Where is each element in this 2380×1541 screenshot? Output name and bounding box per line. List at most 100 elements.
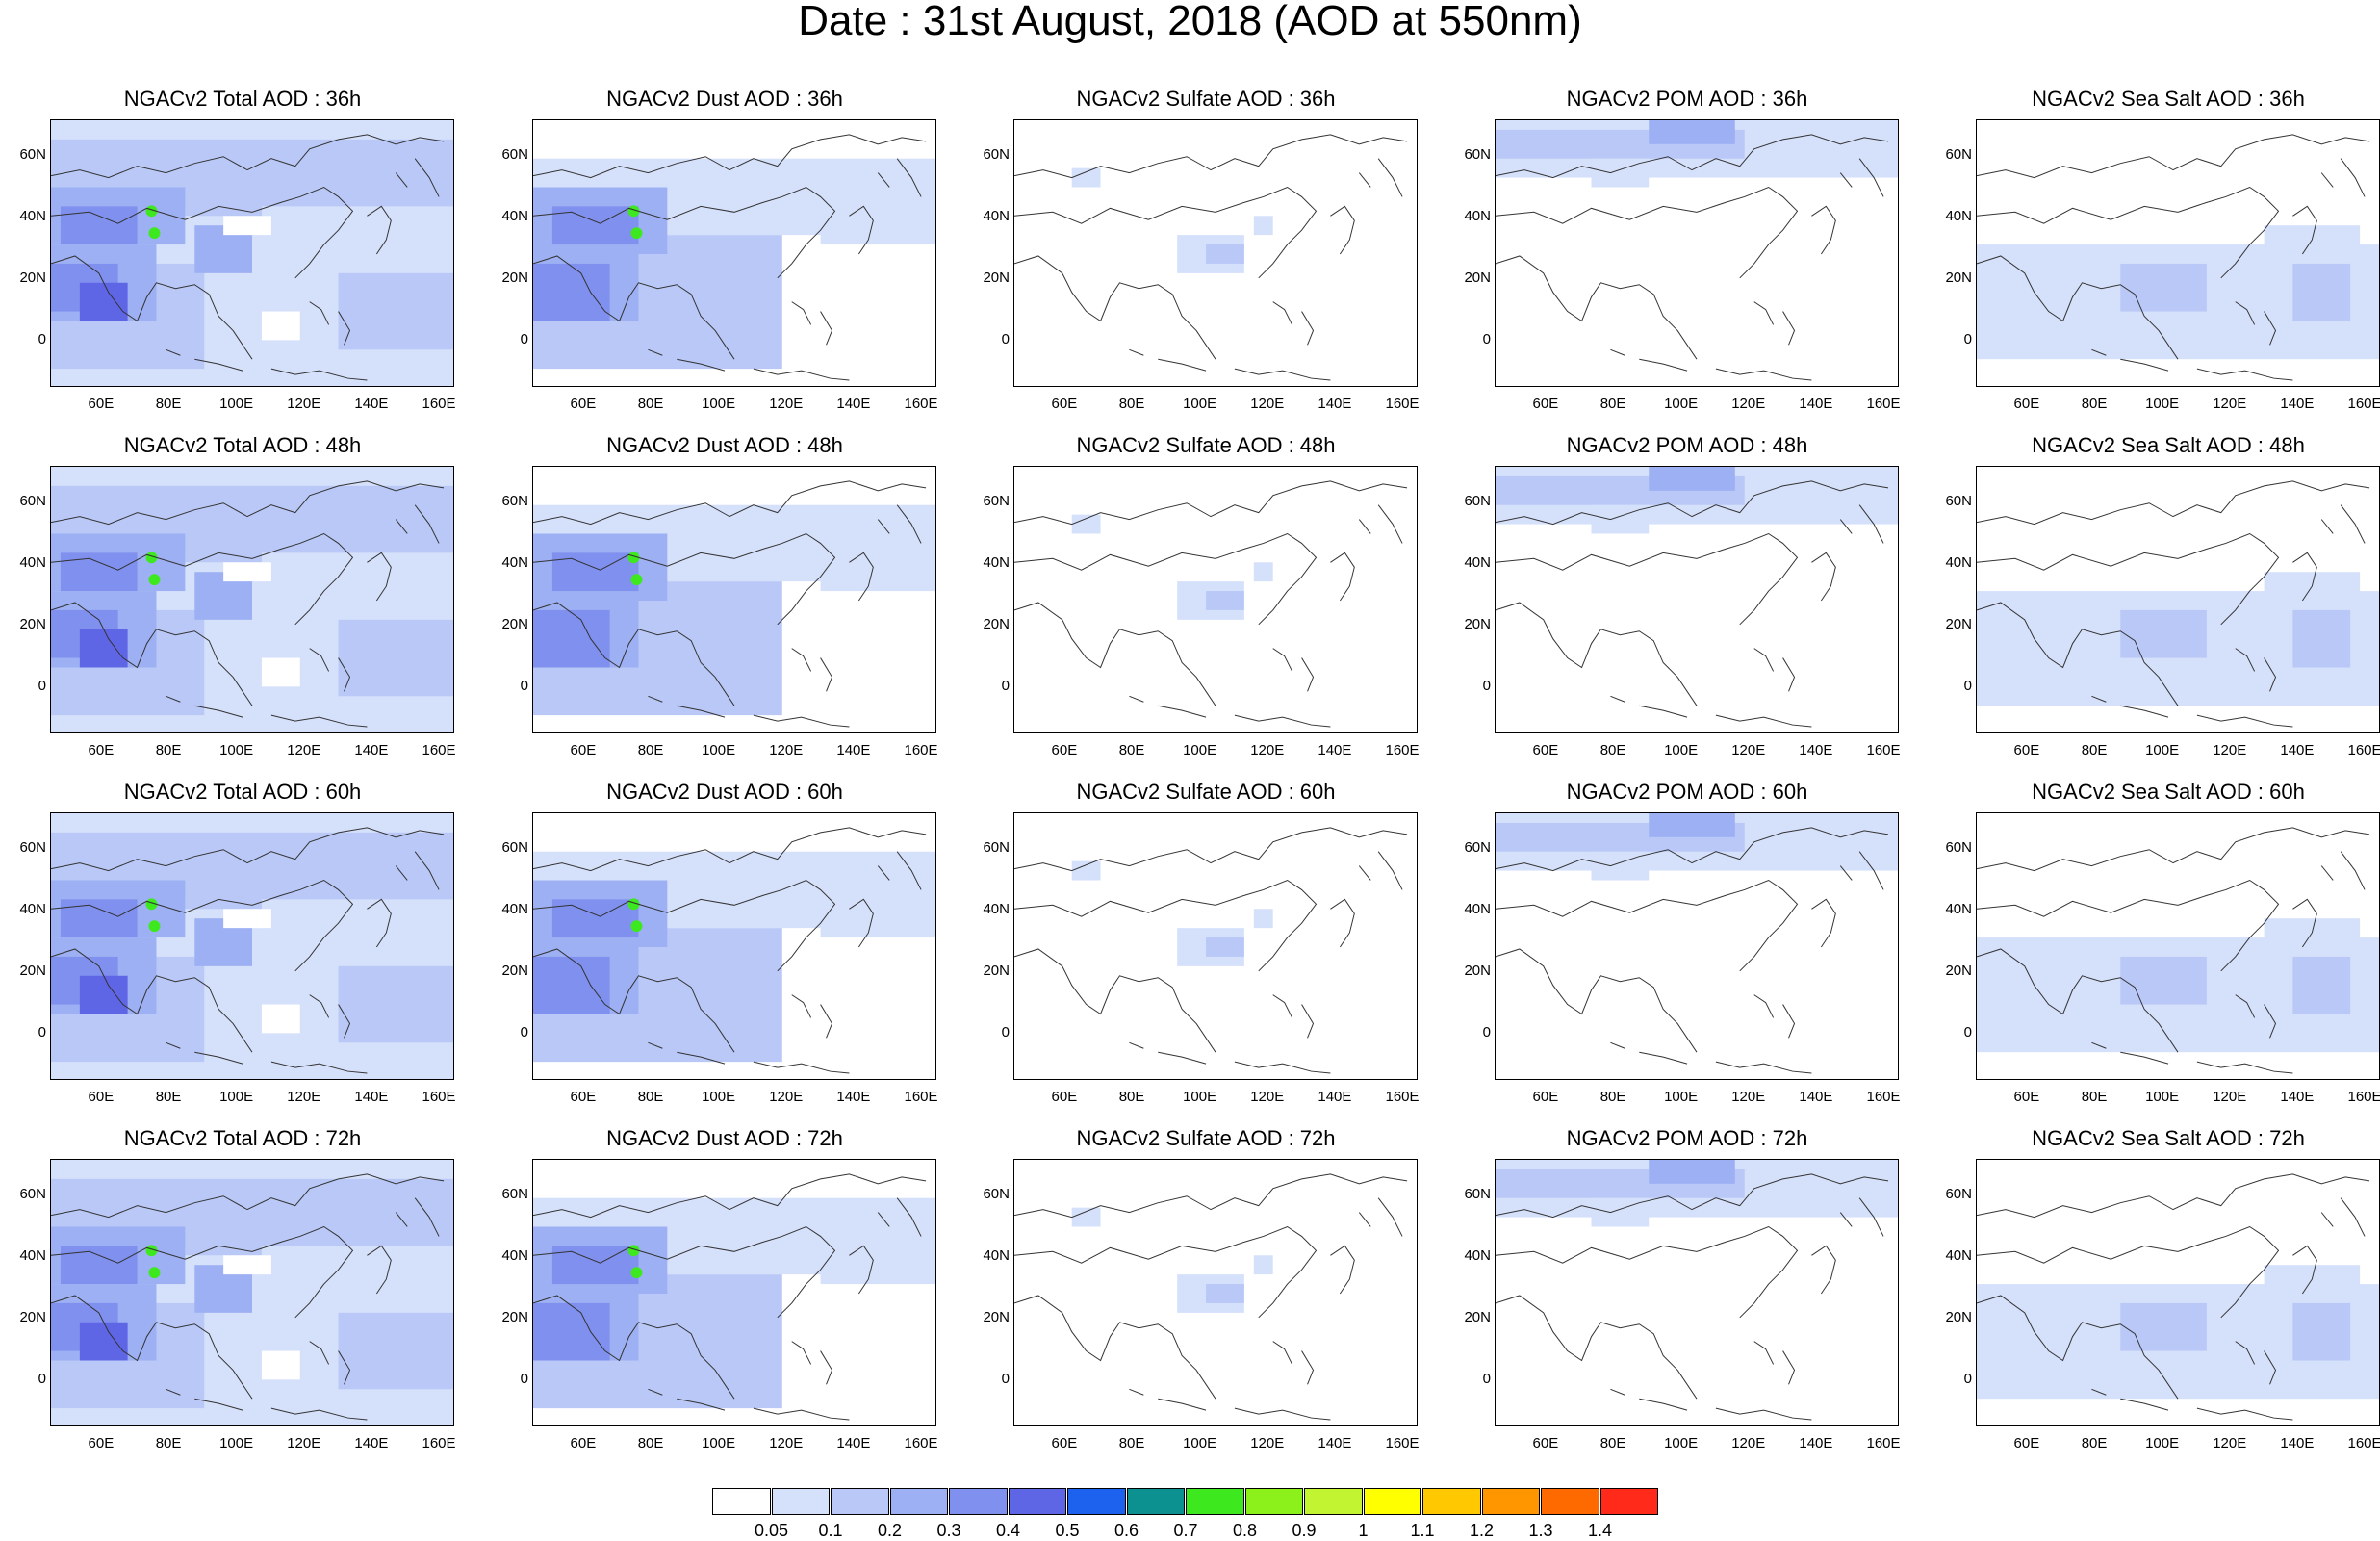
map-panel: NGACv2 Total AOD : 72h 60N 40N 20N 0 60E 80E 10… [12, 1126, 473, 1473]
aod-field [60, 206, 138, 245]
lon-tick-label: 120E [1250, 1089, 1285, 1105]
lat-tick-label: 40N [983, 208, 1010, 225]
lat-tick-label: 20N [983, 1309, 1010, 1326]
lat-tick-label: 20N [1464, 616, 1491, 633]
lon-tick-label: 100E [1183, 1089, 1217, 1105]
lat-tick-label: 0 [1482, 677, 1491, 694]
panel-title: NGACv2 Dust AOD : 72h [606, 1126, 843, 1150]
lon-tick-label: 160E [1385, 396, 1420, 412]
lon-tick-label: 120E [2213, 1435, 2247, 1451]
lon-tick-label: 160E [904, 742, 938, 758]
panel-title: NGACv2 Dust AOD : 48h [606, 433, 843, 457]
colorbar-box [831, 1488, 889, 1515]
panel-title: NGACv2 Sulfate AOD : 72h [1076, 1126, 1336, 1150]
lat-tick-label: 40N [983, 901, 1010, 918]
lat-tick-label: 0 [1963, 677, 1972, 694]
lon-tick-label: 120E [1731, 742, 1766, 758]
aod-field [1763, 139, 1822, 168]
coastline [1014, 134, 1408, 381]
panel-title: NGACv2 Sea Salt AOD : 72h [2032, 1126, 2305, 1150]
aod-field [261, 1004, 300, 1034]
colorbar-box [771, 1488, 830, 1515]
aod-hotspot [627, 205, 640, 218]
aod-field [338, 619, 453, 697]
lat-tick-label: 20N [1464, 270, 1491, 287]
lon-tick-label: 60E [2013, 1089, 2040, 1105]
aod-map [1495, 812, 1899, 1080]
lat-tick-label: 20N [19, 1309, 46, 1326]
aod-map [1495, 466, 1899, 733]
coastline [1977, 134, 2370, 381]
colorbar-label: 1.4 [1587, 1521, 1613, 1540]
panel-title: NGACv2 POM AOD : 72h [1566, 1126, 1808, 1150]
aod-field [1206, 1284, 1244, 1303]
lon-tick-label: 160E [904, 396, 938, 412]
lat-tick-label: 0 [1963, 1370, 1972, 1387]
lon-tick-label: 100E [702, 1089, 736, 1105]
lat-tick-label: 60N [1945, 1186, 1972, 1203]
aod-map [532, 1159, 936, 1426]
lat-tick-label: 40N [1464, 1247, 1491, 1265]
lon-tick-label: 60E [88, 742, 115, 758]
colorbar-box [1186, 1488, 1244, 1515]
lon-tick-label: 100E [1183, 1435, 1217, 1451]
map-panel: NGACv2 Total AOD : 60h 60N 40N 20N 0 60E 80E 10… [12, 780, 473, 1126]
coastline [1977, 480, 2370, 728]
aod-hotspot [630, 227, 643, 240]
lat-tick-label: 20N [19, 616, 46, 633]
lon-tick-label: 80E [2081, 742, 2108, 758]
lon-tick-label: 100E [219, 1435, 254, 1451]
coastline [1014, 827, 1408, 1074]
lon-tick-label: 80E [2081, 396, 2108, 412]
aod-field [2120, 956, 2207, 1005]
colorbar-label: 0.7 [1173, 1521, 1198, 1540]
lon-tick-label: 100E [219, 742, 254, 758]
lon-tick-label: 140E [354, 396, 389, 412]
lon-tick-label: 60E [1051, 1435, 1078, 1451]
lon-tick-label: 160E [1866, 1089, 1901, 1105]
lon-tick-label: 60E [570, 1089, 597, 1105]
lon-tick-label: 80E [637, 1089, 664, 1105]
colorbar-label: 0.9 [1292, 1521, 1317, 1540]
aod-field [185, 524, 262, 563]
lon-tick-label: 160E [422, 396, 456, 412]
lon-tick-label: 140E [2280, 742, 2315, 758]
lat-tick-label: 0 [38, 677, 46, 694]
lat-tick-label: 60N [501, 839, 528, 857]
aod-field [1763, 832, 1822, 861]
lon-tick-label: 120E [2213, 1089, 2247, 1105]
map-panel: NGACv2 Sulfate AOD : 48h 60N 40N 20N 0 60E 80E… [975, 433, 1437, 780]
lon-tick-label: 80E [1599, 396, 1626, 412]
map-panel: NGACv2 POM AOD : 48h 60N 40N 20N 0 60E 80E 100E… [1456, 433, 1918, 780]
lon-tick-label: 140E [1318, 1089, 1352, 1105]
panel-title: NGACv2 Dust AOD : 36h [606, 87, 843, 111]
lat-tick-label: 60N [1945, 493, 1972, 510]
lon-tick-label: 60E [2013, 396, 2040, 412]
aod-field [223, 216, 271, 236]
lat-tick-label: 60N [983, 146, 1010, 164]
lon-tick-label: 140E [1318, 1435, 1352, 1451]
aod-field [185, 1217, 262, 1256]
map-panel: NGACv2 POM AOD : 72h 60N 40N 20N 0 60E 80E 100E… [1456, 1126, 1918, 1473]
panel-title: NGACv2 Sea Salt AOD : 48h [2032, 433, 2305, 457]
lon-tick-label: 160E [422, 1435, 456, 1451]
panel-title: NGACv2 POM AOD : 48h [1566, 433, 1808, 457]
lon-tick-label: 60E [88, 396, 115, 412]
colorbar-box [712, 1488, 771, 1515]
map-panel: NGACv2 POM AOD : 60h 60N 40N 20N 0 60E 80E 100E… [1456, 780, 1918, 1126]
lon-tick-label: 140E [1318, 742, 1352, 758]
lon-tick-label: 80E [1118, 742, 1145, 758]
aod-field [2120, 263, 2207, 312]
lon-tick-label: 120E [287, 1435, 321, 1451]
lat-tick-label: 40N [1945, 554, 1972, 572]
map-panel: NGACv2 Dust AOD : 60h 60N 40N 20N 0 60E 80E 100… [494, 780, 956, 1126]
lon-tick-label: 80E [2081, 1089, 2108, 1105]
lon-tick-label: 80E [1599, 742, 1626, 758]
aod-field [1995, 657, 2073, 697]
lon-tick-label: 120E [2213, 742, 2247, 758]
lon-tick-label: 80E [637, 1435, 664, 1451]
lat-tick-label: 60N [1945, 146, 1972, 164]
aod-map [1976, 119, 2380, 387]
aod-field [79, 282, 128, 321]
colorbar-label: 1.2 [1469, 1521, 1495, 1540]
